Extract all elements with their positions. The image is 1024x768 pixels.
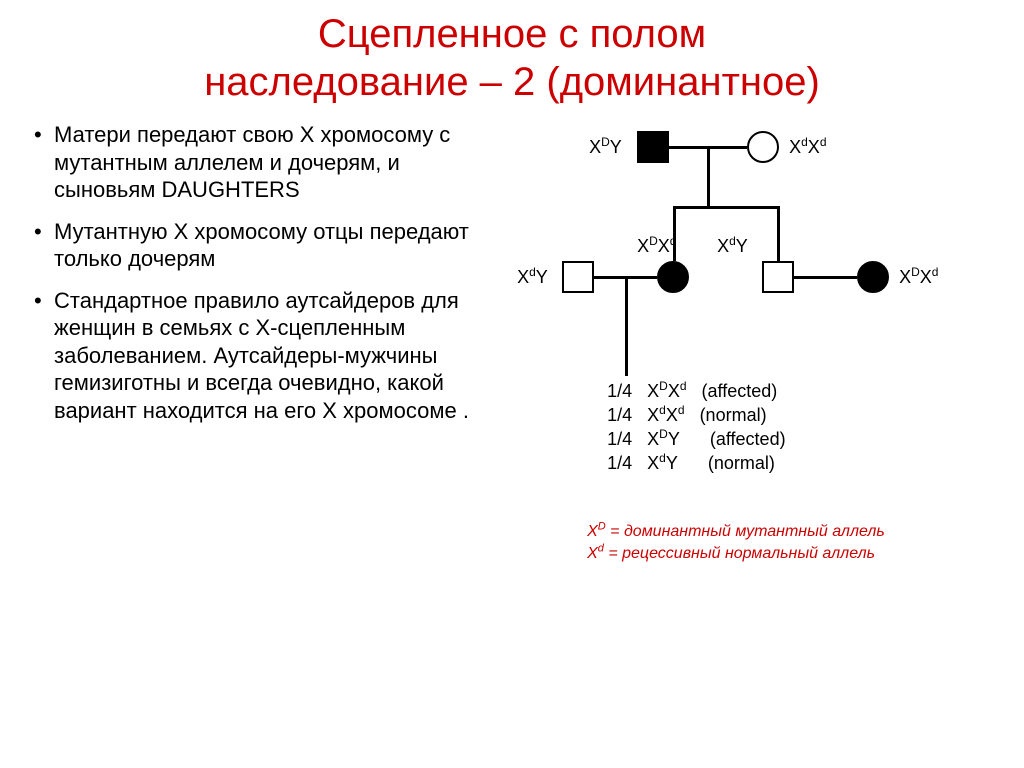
gen2-right-male-genotype: XdY <box>717 236 748 257</box>
pedigree-diagram: XDY XdXd XdY XDXd XdY XDXd <box>507 121 994 541</box>
title-line1: Сцепленное с полом <box>318 12 706 56</box>
gen2-right-female-genotype: XDXd <box>899 267 938 288</box>
gen1-down-line <box>707 146 710 206</box>
outcome-frac: 1/4 <box>607 381 632 401</box>
bullet-list: Матери передают свою Х хромосому с мутан… <box>30 121 487 424</box>
outcome-geno: XdY <box>647 453 678 473</box>
outcome-geno: XDY <box>647 429 680 449</box>
outcome-geno: XDXd <box>647 381 686 401</box>
outcome-pheno: (normal) <box>708 453 775 473</box>
slide-title: Сцепленное с полом наследование – 2 (дом… <box>0 0 1024 121</box>
outcome-pheno: (affected) <box>710 429 786 449</box>
outcome-row-3: 1/4 XdY (normal) <box>607 453 775 474</box>
gen1-mother-circle <box>747 131 779 163</box>
legend-line2: Xd = рецессивный нормальный аллель <box>587 543 885 565</box>
outcome-frac: 1/4 <box>607 429 632 449</box>
outcome-geno: XdXd <box>647 405 684 425</box>
gen2-drop-rightmale <box>777 206 780 261</box>
outcome-pheno: (affected) <box>702 381 778 401</box>
gen2-left-male-genotype: XdY <box>517 267 548 288</box>
gen2-left-male-square <box>562 261 594 293</box>
outcome-frac: 1/4 <box>607 405 632 425</box>
legend-line1: XD = доминантный мутантный аллель <box>587 521 885 543</box>
gen2-left-female-genotype: XDXd <box>637 236 676 257</box>
outcome-pheno: (normal) <box>700 405 767 425</box>
gen1-father-square <box>637 131 669 163</box>
gen2-right-male-square <box>762 261 794 293</box>
gen2-right-female-circle <box>857 261 889 293</box>
gen1-children-hline <box>673 206 779 209</box>
diagram-column: XDY XdXd XdY XDXd XdY XDXd <box>507 121 994 541</box>
title-line2: наследование – 2 (доминантное) <box>204 60 820 104</box>
gen2-left-drop <box>625 276 628 376</box>
gen2-left-female-circle <box>657 261 689 293</box>
gen1-mother-genotype: XdXd <box>789 137 826 158</box>
bullet-item: Матери передают свою Х хромосому с мутан… <box>30 121 487 204</box>
bullet-item: Стандартное правило аутсайдеров для женщ… <box>30 287 487 425</box>
outcome-frac: 1/4 <box>607 453 632 473</box>
outcome-row-2: 1/4 XDY (affected) <box>607 429 785 450</box>
outcome-row-0: 1/4 XDXd (affected) <box>607 381 777 402</box>
bullet-item: Мутантную Х хромосому отцы передают толь… <box>30 218 487 273</box>
bullet-column: Матери передают свою Х хромосому с мутан… <box>30 121 507 541</box>
content-area: Матери передают свою Х хромосому с мутан… <box>0 121 1024 541</box>
outcome-row-1: 1/4 XdXd (normal) <box>607 405 766 426</box>
gen1-father-genotype: XDY <box>589 137 622 158</box>
allele-legend: XD = доминантный мутантный аллель Xd = р… <box>587 521 885 566</box>
gen2-right-mate-line <box>794 276 857 279</box>
